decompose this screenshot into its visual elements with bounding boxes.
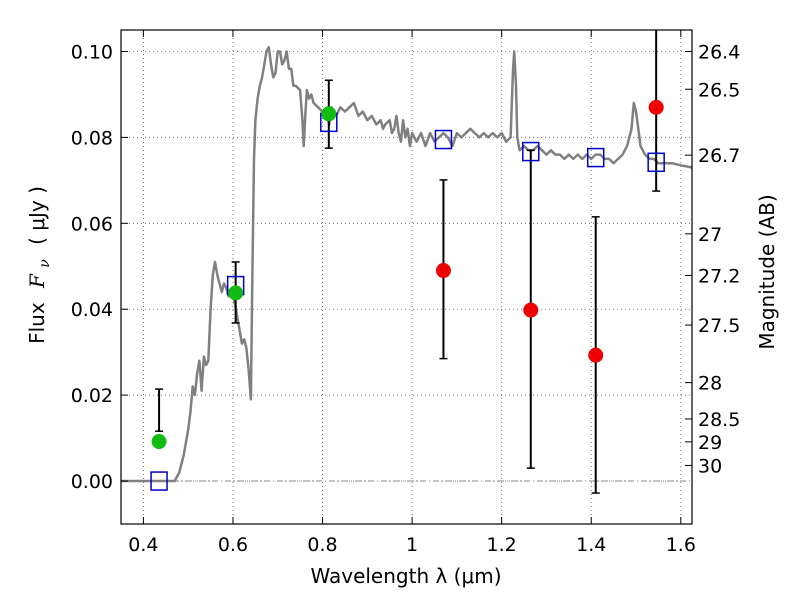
model-spectrum-line [121,45,692,483]
observed-point [523,302,539,318]
magnitude-axis-label: Magnitude (AB) [755,194,779,349]
x-tick-label: 0.4 [128,534,158,556]
model-point-square [647,152,665,173]
y-tick-label: 0.06 [71,213,113,235]
y-axis-label-unit: ( μJy ) [25,186,49,245]
magnitude-tick-label: 26.7 [698,145,740,167]
axis-ticks: 0.4 0.6 0.8 1 1.2 1.4 1.6 0.00 0.02 0.04 0.06 0.08 0… [71,30,740,556]
magnitude-tick-label: 26.4 [698,41,740,63]
observed-point [321,106,337,122]
magnitude-tick-label: 28.5 [698,409,740,431]
y-tick-label: 0.02 [71,385,113,407]
y-axis-label-symbol: F [25,273,49,289]
magnitude-tick-label: 28 [698,373,722,395]
x-tick-label: 1 [406,534,418,556]
magnitude-tick-label: 27.2 [698,265,740,287]
observed-point [151,434,167,450]
observed-point [588,347,604,363]
y-axis-label: Flux F ν ( μJy ) [25,186,54,344]
plot-area [121,45,692,483]
x-tick-label: 1.4 [576,534,606,556]
model-point-square [586,147,605,168]
y-tick-label: 0.00 [71,471,113,493]
magnitude-tick-label: 27 [698,224,722,246]
data-markers [150,99,665,491]
model-point-square [150,471,168,491]
y-tick-label: 0.10 [71,41,113,63]
plot-frame [120,29,693,525]
model-point-square [522,141,540,162]
y-tick-label: 0.04 [71,299,113,321]
observed-point [435,263,451,279]
x-tick-label: 0.6 [218,534,248,556]
observed-point [228,285,244,301]
x-tick-label: 1.6 [666,534,696,556]
x-tick-label: 0.8 [307,534,337,556]
x-axis-label: Wavelength λ (μm) [310,564,501,588]
x-tick-label: 1.2 [487,534,517,556]
magnitude-tick-label: 26.5 [698,79,740,101]
magnitude-tick-label: 29 [698,432,722,454]
y-axis-label-word: Flux [25,302,49,344]
magnitude-tick-label: 27.5 [698,315,740,337]
y-axis-label-subscript: ν [37,259,53,268]
y-tick-label: 0.08 [71,127,113,149]
magnitude-tick-label: 30 [698,455,722,477]
model-point-square [434,129,453,150]
observed-point [648,99,664,115]
